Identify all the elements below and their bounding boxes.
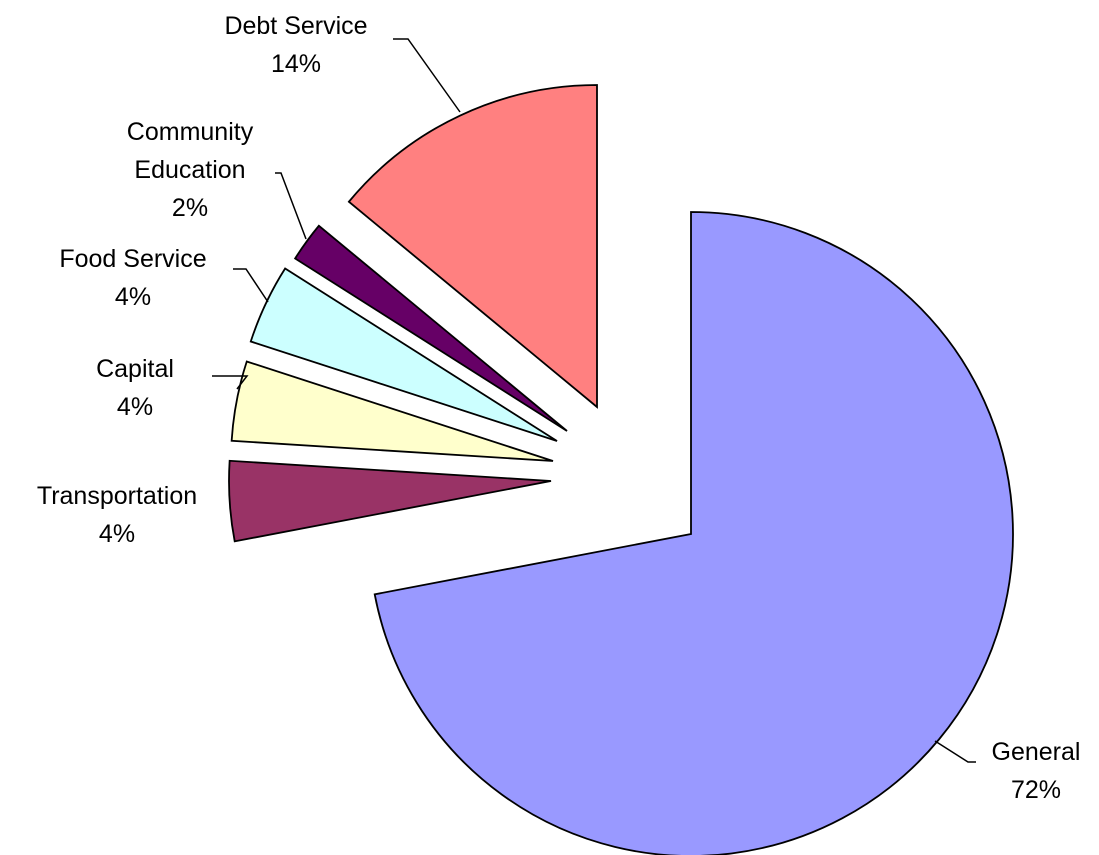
label-leaders: [212, 38, 976, 763]
leader-line-debt-service: [393, 38, 461, 113]
slice-label-community-education: Community Education 2%: [127, 118, 254, 222]
pie-slice-transportation: [228, 459, 552, 543]
slice-value-label: 4%: [115, 283, 151, 311]
slice-label-general: General 72%: [992, 738, 1081, 804]
slice-label-capital: Capital 4%: [96, 355, 174, 421]
slice-label-name: Food Service: [59, 245, 206, 273]
slice-value-label: 4%: [117, 393, 153, 421]
slice-labels: General 72%Transportation 4%Capital 4%Food …: [37, 12, 1081, 804]
slice-label-name: Community: [127, 118, 254, 146]
pie-slice-food-service: [249, 267, 558, 442]
leader-line-community-education: [275, 172, 307, 240]
slice-value-label: 14%: [271, 50, 321, 78]
slice-label-name: Transportation: [37, 482, 197, 510]
leader-line-food-service: [233, 268, 269, 303]
pie-slice-debt-service: [347, 84, 598, 409]
slice-label-transportation: Transportation 4%: [37, 482, 197, 548]
slice-value-label: 4%: [99, 520, 135, 548]
slice-label-name: Education: [134, 156, 245, 184]
pie-slice-general: [373, 211, 1014, 855]
pie-slices: [228, 84, 1014, 855]
slice-label-name: General: [992, 738, 1081, 766]
slice-label-debt-service: Debt Service 14%: [224, 12, 367, 78]
slice-label-name: Debt Service: [224, 12, 367, 40]
slice-value-label: 2%: [172, 194, 208, 222]
slice-value-label: 72%: [1011, 776, 1061, 804]
pie-slice-capital: [230, 360, 554, 462]
slice-label-name: Capital: [96, 355, 174, 383]
leader-line-capital: [212, 375, 249, 390]
leader-line-general: [934, 740, 976, 763]
slice-label-food-service: Food Service 4%: [59, 245, 206, 311]
pie-slice-community-education: [293, 224, 568, 432]
